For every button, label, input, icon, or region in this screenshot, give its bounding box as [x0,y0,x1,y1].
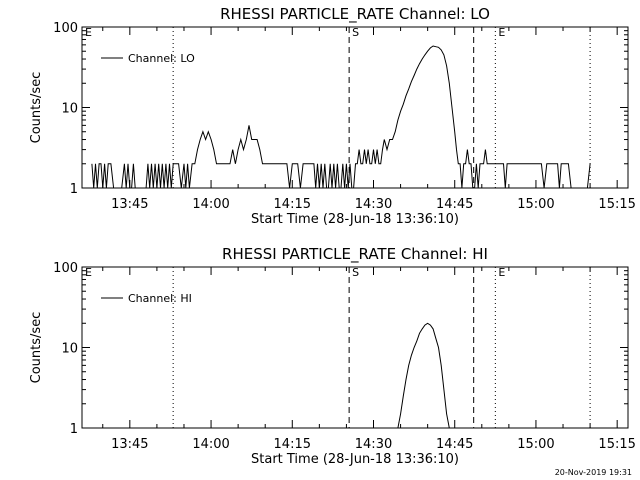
event-marker-label: E [498,26,505,39]
series-line [91,45,591,189]
y-tick-label: 10 [61,102,78,117]
event-marker-label: E [85,266,92,279]
y-tick-label: 1 [70,422,78,437]
y-axis-label: Counts/sec [29,312,44,384]
x-tick-label: 13:45 [111,197,148,212]
x-tick-label: 14:15 [274,437,311,452]
x-tick-label: 15:00 [517,437,554,452]
chart-title: RHESSI PARTICLE_RATE Channel: LO [220,5,490,24]
series-line [397,322,450,429]
event-marker-label: E [498,266,505,279]
plot-timestamp: 20-Nov-2019 19:31 [554,468,632,477]
y-tick-label: 100 [53,21,78,36]
x-axis-label: Start Time (28-Jun-18 13:36:10) [251,452,459,467]
chart-title: RHESSI PARTICLE_RATE Channel: HI [222,245,488,264]
x-tick-label: 14:30 [355,437,392,452]
x-tick-label: 14:30 [355,197,392,212]
legend-label: Channel: HI [128,292,192,305]
event-marker-label: E [85,26,92,39]
x-tick-label: 14:00 [192,437,229,452]
x-tick-label: 15:00 [517,197,554,212]
x-tick-label: 14:15 [274,197,311,212]
x-tick-label: 15:15 [598,197,635,212]
x-tick-label: 14:45 [436,197,473,212]
y-tick-label: 10 [61,342,78,357]
x-tick-label: 14:00 [192,197,229,212]
x-tick-label: 14:45 [436,437,473,452]
y-axis-label: Counts/sec [29,72,44,144]
x-tick-label: 13:45 [111,437,148,452]
x-tick-label: 15:15 [598,437,635,452]
y-tick-label: 1 [70,182,78,197]
legend-label: Channel: LO [128,52,195,65]
event-marker-label: S [352,26,359,39]
x-axis-label: Start Time (28-Jun-18 13:36:10) [251,212,459,227]
event-marker-label: S [352,266,359,279]
y-tick-label: 100 [53,261,78,276]
